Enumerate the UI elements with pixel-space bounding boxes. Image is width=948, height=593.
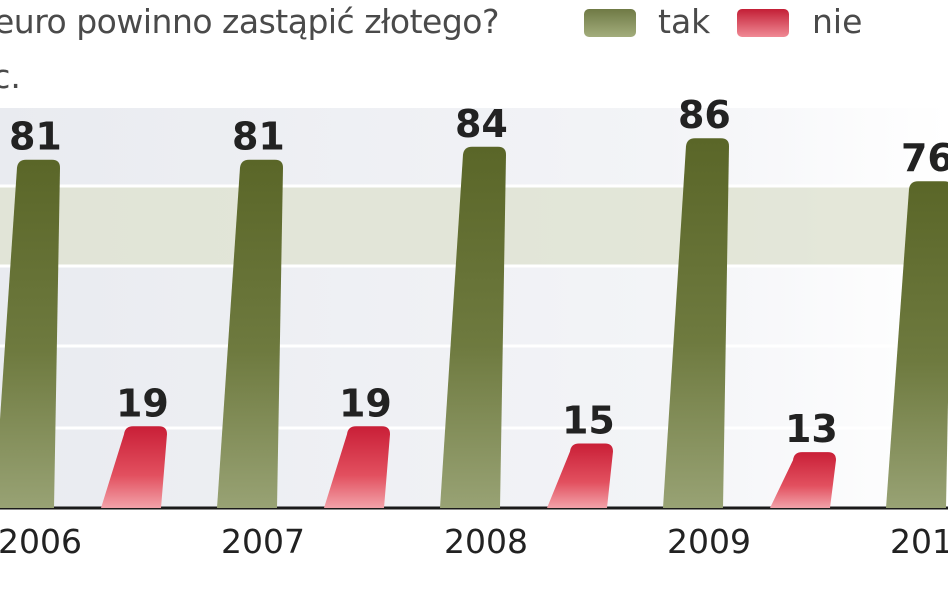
value-label-tak-2006: 81 xyxy=(9,115,62,159)
value-label-nie-2009: 13 xyxy=(785,407,838,451)
value-label-tak-2009: 86 xyxy=(678,93,731,137)
value-label-nie-2008: 15 xyxy=(562,399,615,443)
chart-title: euro powinno zastąpić złotego? xyxy=(0,2,499,41)
bar-tak-2006 xyxy=(0,159,60,508)
bar-tak-2008 xyxy=(440,146,506,509)
x-tick-2006: 2006 xyxy=(0,522,82,561)
legend-label-nie: nie xyxy=(812,2,863,41)
value-label-tak-2007: 81 xyxy=(232,115,285,159)
value-label-nie-2006: 19 xyxy=(116,381,169,425)
bar-tak-2007 xyxy=(217,159,283,508)
bar-tak-2010 xyxy=(886,181,948,508)
bar-nie-2006 xyxy=(101,426,167,508)
legend-swatch-nie xyxy=(737,9,789,37)
legend-label-tak: tak xyxy=(658,2,711,41)
bar-nie-2008 xyxy=(547,443,613,508)
value-label-nie-2007: 19 xyxy=(339,381,392,425)
x-tick-2010: 2010 xyxy=(890,522,948,561)
legend-swatch-tak xyxy=(584,9,636,37)
bar-nie-2007 xyxy=(324,426,390,508)
x-tick-2009: 2009 xyxy=(667,522,751,561)
x-tick-2007: 2007 xyxy=(221,522,305,561)
bar-nie-2009 xyxy=(770,452,836,508)
value-label-tak-2010: 76 xyxy=(901,136,948,180)
x-tick-2008: 2008 xyxy=(444,522,528,561)
value-label-tak-2008: 84 xyxy=(455,102,508,146)
unit-label: oc. xyxy=(0,57,21,96)
bar-tak-2009 xyxy=(663,138,729,508)
